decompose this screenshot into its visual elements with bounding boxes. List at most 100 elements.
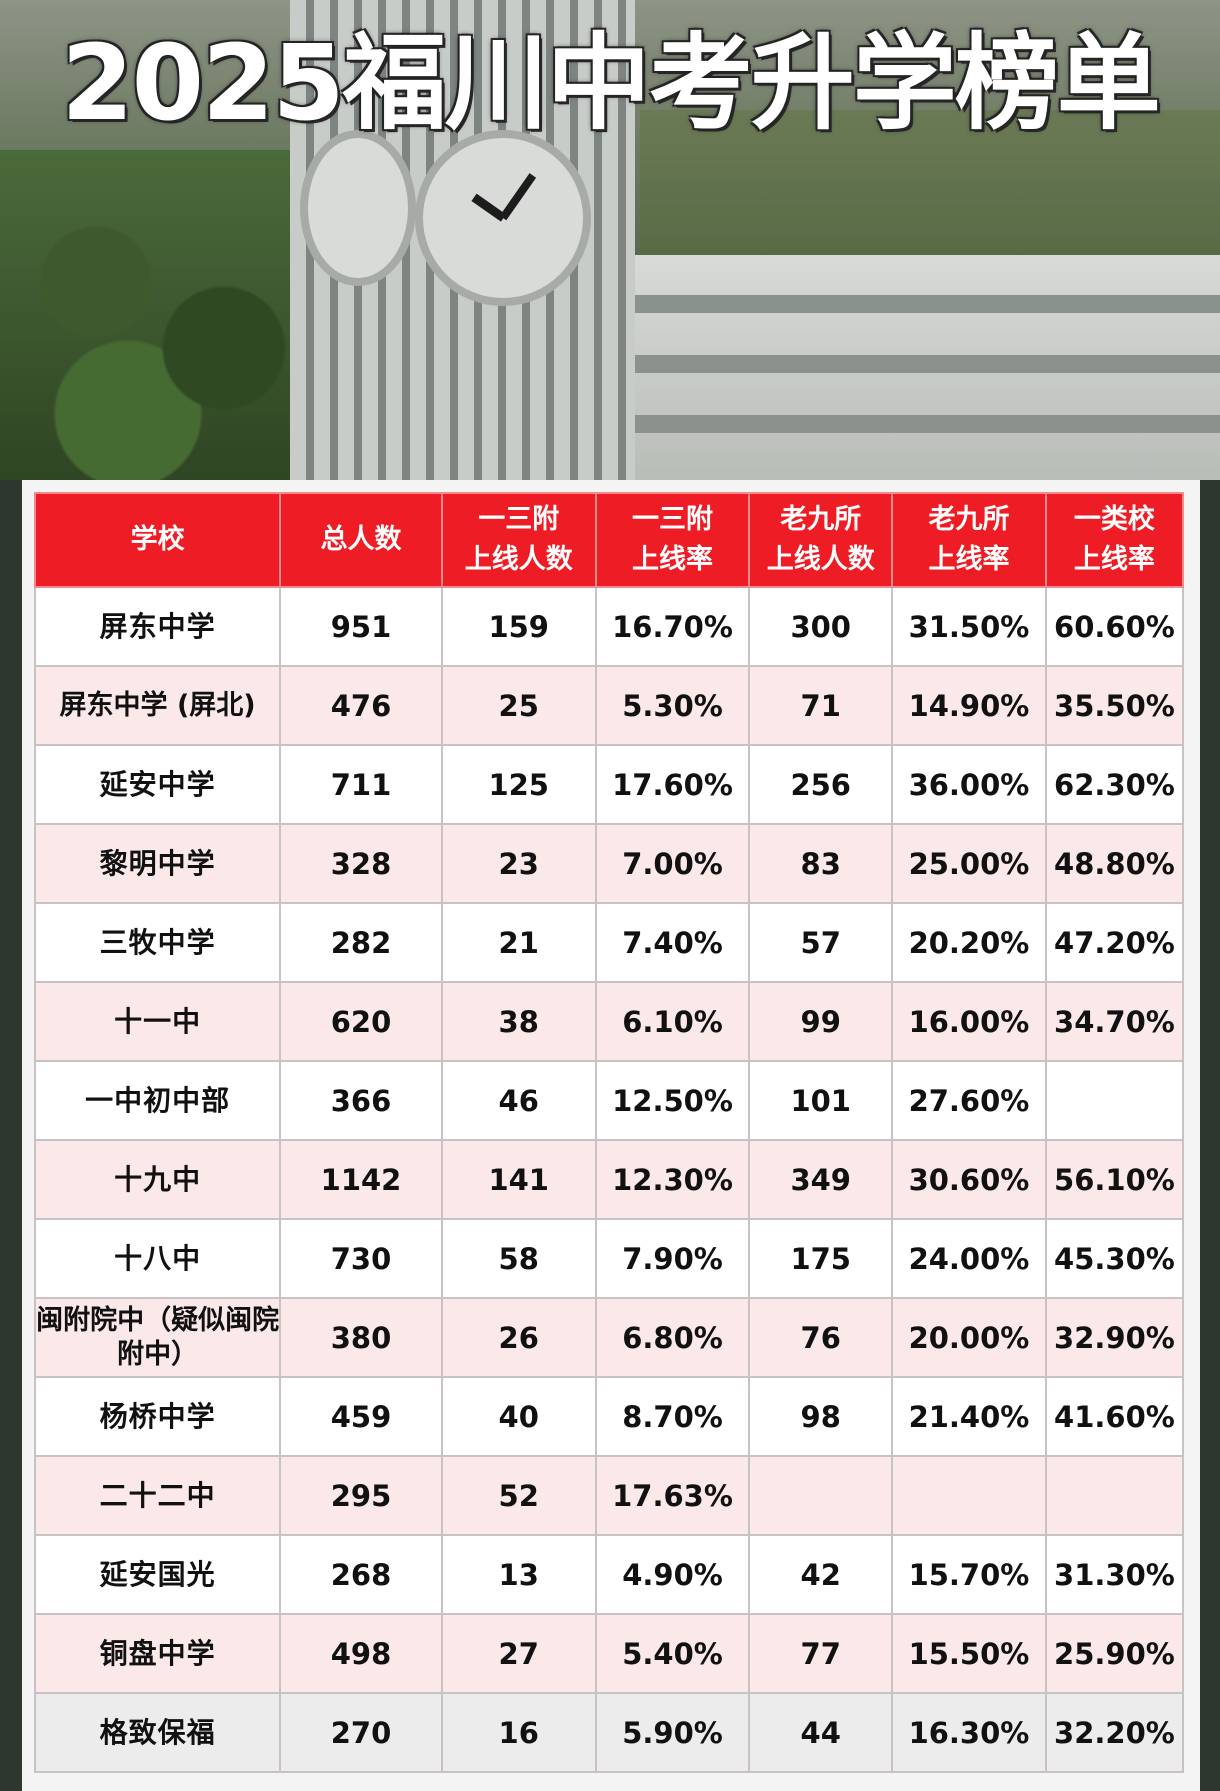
table-cell: 101 <box>748 1060 894 1141</box>
table-row: 格致保福 270 16 5.90% 44 16.30% 32.20% <box>33 1692 1185 1773</box>
campus-photo-banner: 2025福川中考升学榜单 <box>0 0 1220 480</box>
table-cell: 256 <box>748 744 894 825</box>
table-cell: 71 <box>748 665 894 746</box>
table-cell: 21.40% <box>891 1376 1047 1457</box>
table-cell: 42 <box>748 1534 894 1615</box>
column-header-label: 老九所 <box>780 504 862 535</box>
table-cell: 620 <box>279 981 443 1062</box>
table-cell: 711 <box>279 744 443 825</box>
table-row: 铜盘中学 498 27 5.40% 77 15.50% 25.90% <box>33 1613 1185 1694</box>
column-header-label: 一三附 <box>632 504 713 535</box>
school-name-cell: 延安国光 <box>33 1534 282 1615</box>
table-row: 三牧中学 282 21 7.40% 57 20.20% 47.20% <box>33 902 1185 983</box>
column-header-label: 老九所 <box>928 504 1010 535</box>
table-cell: 52 <box>440 1455 597 1536</box>
clock-icon <box>300 130 416 286</box>
column-header: 总人数 <box>279 492 443 588</box>
table-cell: 77 <box>748 1613 894 1694</box>
school-name-cell: 屏东中学 (屏北) <box>33 665 282 746</box>
table-cell: 44 <box>748 1692 894 1773</box>
table-cell: 16.30% <box>891 1692 1047 1773</box>
table-cell: 17.63% <box>594 1455 751 1536</box>
table-cell: 25.00% <box>891 823 1047 904</box>
column-header-label: 上线人数 <box>464 544 573 575</box>
column-header-label: 一类校 <box>1073 504 1155 535</box>
column-header-label: 学校 <box>130 524 185 555</box>
column-header-label: 上线率 <box>928 544 1010 575</box>
table-cell: 25.90% <box>1044 1613 1185 1694</box>
table-cell: 17.60% <box>594 744 751 825</box>
table-row: 闽附院中（疑似闽院附中） 380 26 6.80% 76 20.00% 32.90% <box>33 1297 1185 1378</box>
table-cell: 30.60% <box>891 1139 1047 1220</box>
table-cell: 282 <box>279 902 443 983</box>
table-cell: 45.30% <box>1044 1218 1185 1299</box>
table-cell <box>891 1455 1047 1536</box>
column-header-label: 一三附 <box>478 504 560 535</box>
school-name-cell: 格致保福 <box>33 1692 282 1773</box>
table-cell: 328 <box>279 823 443 904</box>
table-row: 十八中 730 58 7.90% 175 24.00% 45.30% <box>33 1218 1185 1299</box>
table-cell: 32.90% <box>1044 1297 1185 1378</box>
table-cell: 23 <box>440 823 597 904</box>
table-cell: 36.00% <box>891 744 1047 825</box>
table-cell: 32.20% <box>1044 1692 1185 1773</box>
school-name-cell: 十八中 <box>33 1218 282 1299</box>
table-cell: 6.10% <box>594 981 751 1062</box>
table-cell: 56.10% <box>1044 1139 1185 1220</box>
table-cell: 40 <box>440 1376 597 1457</box>
school-name-cell: 铜盘中学 <box>33 1613 282 1694</box>
table-row: 黎明中学 328 23 7.00% 83 25.00% 48.80% <box>33 823 1185 904</box>
table-row: 一中初中部 366 46 12.50% 101 27.60% <box>33 1060 1185 1141</box>
table-cell: 27 <box>440 1613 597 1694</box>
table-cell: 7.40% <box>594 902 751 983</box>
table-cell: 26 <box>440 1297 597 1378</box>
table-cell: 41.60% <box>1044 1376 1185 1457</box>
table-cell: 25 <box>440 665 597 746</box>
column-header-label: 上线率 <box>632 544 713 575</box>
table-cell: 31.50% <box>891 586 1047 667</box>
table-cell: 7.90% <box>594 1218 751 1299</box>
table-cell: 12.50% <box>594 1060 751 1141</box>
table-cell: 60.60% <box>1044 586 1185 667</box>
table-cell: 498 <box>279 1613 443 1694</box>
table-row: 十九中 1142 141 12.30% 349 30.60% 56.10% <box>33 1139 1185 1220</box>
table-cell: 6.80% <box>594 1297 751 1378</box>
school-name-cell: 三牧中学 <box>33 902 282 983</box>
table-cell: 7.00% <box>594 823 751 904</box>
table-cell: 38 <box>440 981 597 1062</box>
table-cell: 31.30% <box>1044 1534 1185 1615</box>
table-cell: 62.30% <box>1044 744 1185 825</box>
table-cell: 951 <box>279 586 443 667</box>
table-cell: 58 <box>440 1218 597 1299</box>
table-cell <box>1044 1455 1185 1536</box>
table-header-row: 学校 总人数 一三附 上线人数 一三附 上线率 老九所 上线人数 老九所 上线率 一类校 上线率 <box>33 492 1185 588</box>
school-name-cell: 黎明中学 <box>33 823 282 904</box>
column-header: 一三附 上线率 <box>594 492 751 588</box>
table-cell: 15.50% <box>891 1613 1047 1694</box>
table-cell: 46 <box>440 1060 597 1141</box>
table-cell: 300 <box>748 586 894 667</box>
table-cell: 15.70% <box>891 1534 1047 1615</box>
table-cell: 476 <box>279 665 443 746</box>
table-cell: 295 <box>279 1455 443 1536</box>
column-header: 老九所 上线人数 <box>748 492 894 588</box>
school-name-cell: 闽附院中（疑似闽院附中） <box>33 1297 282 1378</box>
table-cell: 16.70% <box>594 586 751 667</box>
table-cell: 98 <box>748 1376 894 1457</box>
table-cell: 47.20% <box>1044 902 1185 983</box>
table-cell: 57 <box>748 902 894 983</box>
table-cell: 35.50% <box>1044 665 1185 746</box>
school-name-cell: 屏东中学 <box>33 586 282 667</box>
school-name-cell: 二十二中 <box>33 1455 282 1536</box>
table-cell: 366 <box>279 1060 443 1141</box>
table-cell: 21 <box>440 902 597 983</box>
table-cell: 24.00% <box>891 1218 1047 1299</box>
table-cell: 730 <box>279 1218 443 1299</box>
table-cell: 4.90% <box>594 1534 751 1615</box>
table-cell: 1142 <box>279 1139 443 1220</box>
table-cell: 125 <box>440 744 597 825</box>
table-cell: 16 <box>440 1692 597 1773</box>
table-cell: 48.80% <box>1044 823 1185 904</box>
table-cell <box>748 1455 894 1536</box>
